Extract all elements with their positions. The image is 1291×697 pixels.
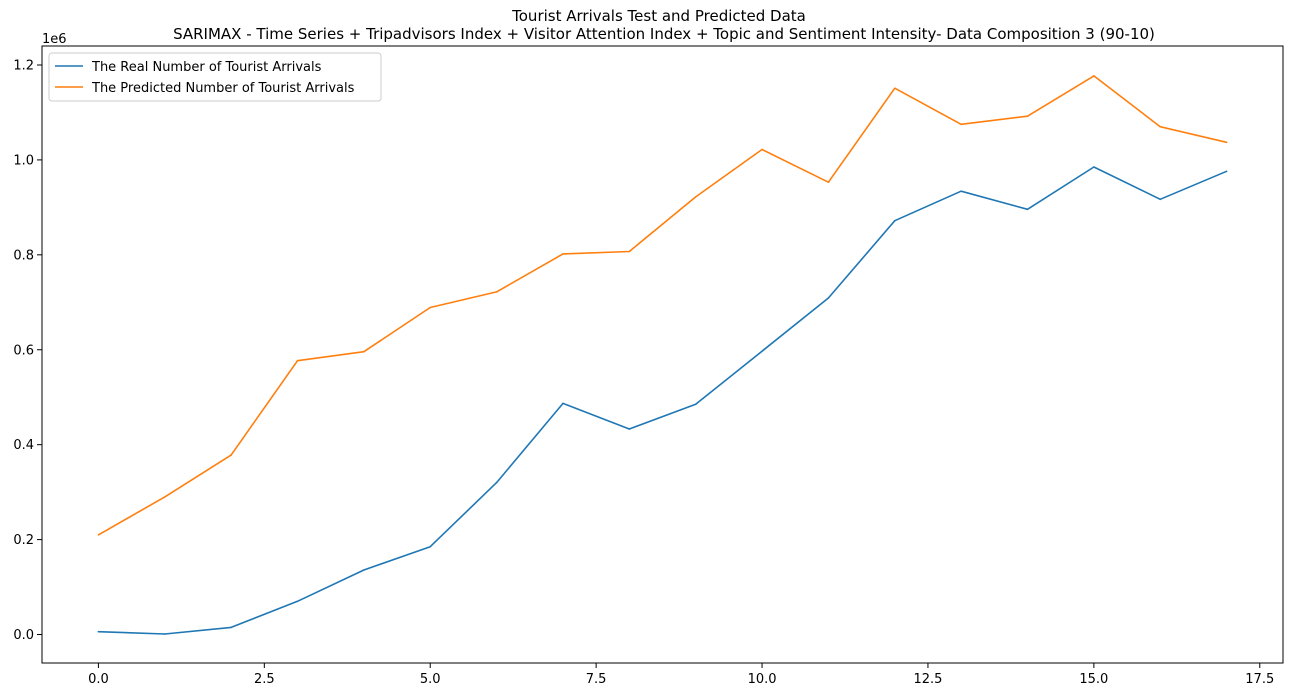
legend: The Real Number of Tourist Arrivals The P… (48, 52, 382, 102)
chart-title: Tourist Arrivals Test and Predicted Data (511, 7, 806, 25)
data-point (296, 600, 299, 603)
plot-area (97, 75, 1228, 635)
data-point (893, 87, 896, 90)
data-point (429, 545, 432, 548)
legend-label: The Predicted Number of Tourist Arrivals (91, 81, 355, 96)
y-tick-label: 0.0 (13, 628, 34, 643)
legend-label: The Real Number of Tourist Arrivals (91, 60, 322, 75)
series-line-1 (98, 166, 1227, 635)
x-tick-label: 17.5 (1245, 672, 1274, 687)
data-point (694, 403, 697, 406)
x-axis: 0.0 2.5 5.0 7.5 10.0 12.5 15.0 17.5 (88, 663, 1274, 687)
data-point (363, 350, 365, 353)
data-point (429, 306, 432, 309)
data-point (1159, 125, 1162, 128)
x-tick-label: 10.0 (748, 672, 777, 687)
data-point (495, 291, 498, 293)
data-point (296, 359, 299, 362)
data-point (97, 630, 100, 633)
data-point (1093, 166, 1095, 168)
x-tick-label: 7.5 (586, 672, 607, 687)
data-point (1026, 115, 1029, 118)
data-point (628, 250, 631, 253)
y-axis: 0.0 0.2 0.4 0.6 0.8 1.0 1.2 (13, 58, 42, 643)
series-line-2 (98, 75, 1227, 536)
x-tick-label: 0.0 (88, 672, 109, 687)
y-tick-label: 0.2 (13, 533, 34, 548)
axes-frame (41, 45, 1284, 664)
data-point (694, 196, 697, 198)
data-point (230, 454, 232, 456)
data-point (163, 496, 166, 498)
data-point (960, 123, 962, 126)
x-tick-label: 5.0 (420, 672, 441, 687)
data-point (761, 350, 763, 352)
x-tick-label: 15.0 (1079, 672, 1108, 687)
data-point (827, 181, 830, 184)
data-point (1159, 198, 1162, 201)
x-tick-label: 12.5 (913, 672, 942, 687)
y-offset-label: 1e6 (42, 32, 67, 47)
data-point (230, 626, 232, 629)
data-point (761, 148, 763, 151)
data-point (827, 297, 830, 299)
data-point (1225, 141, 1228, 144)
data-point (893, 219, 896, 222)
y-tick-label: 1.2 (13, 58, 34, 73)
data-point (628, 428, 631, 430)
y-tick-label: 0.6 (13, 343, 34, 358)
y-tick-label: 1.0 (13, 153, 34, 168)
data-point (97, 534, 100, 536)
data-point (363, 569, 365, 571)
data-point (163, 633, 166, 635)
y-tick-label: 0.4 (13, 438, 34, 453)
y-tick-label: 0.8 (13, 248, 34, 263)
x-tick-label: 2.5 (254, 672, 275, 687)
data-point (562, 253, 564, 255)
chart-subtitle: SARIMAX - Time Series + Tripadvisors Ind… (173, 25, 1155, 43)
data-point (960, 190, 962, 193)
legend-box (48, 52, 382, 102)
data-point (1225, 170, 1228, 173)
data-point (495, 481, 498, 484)
data-point (1093, 75, 1095, 77)
data-point (562, 402, 564, 405)
data-point (1026, 208, 1029, 211)
